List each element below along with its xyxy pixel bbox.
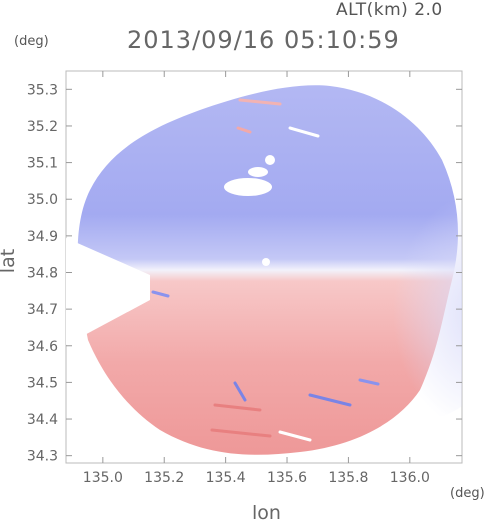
y-tick-label: 35.3 bbox=[27, 82, 58, 98]
echo-gap bbox=[248, 167, 268, 177]
radar-western-gap bbox=[66, 238, 150, 345]
x-axis-ticks: 135.0 135.2 135.4 135.6 135.8 136.0 bbox=[83, 71, 430, 486]
y-tick-label: 35.2 bbox=[27, 119, 58, 135]
y-tick-label: 35.1 bbox=[27, 156, 58, 172]
y-unit-label: (deg) bbox=[14, 34, 49, 49]
y-tick-label: 34.8 bbox=[27, 265, 58, 281]
y-axis-ticks: 34.3 34.4 34.5 34.6 34.7 34.8 34.9 35.0 35.1 35.2… bbox=[27, 82, 462, 465]
x-tick-label: 136.0 bbox=[390, 470, 430, 486]
x-tick-label: 135.4 bbox=[206, 470, 246, 486]
y-tick-label: 34.5 bbox=[27, 375, 58, 391]
altitude-label: ALT(km) 2.0 bbox=[336, 0, 443, 20]
x-tick-label: 135.0 bbox=[83, 470, 123, 486]
radar-site-marker bbox=[262, 258, 270, 266]
y-tick-label: 34.7 bbox=[27, 302, 58, 318]
radar-east-fade bbox=[330, 180, 462, 420]
x-unit-label: (deg) bbox=[450, 486, 485, 501]
velocity-noise-streaks bbox=[151, 98, 380, 442]
y-tick-label: 34.6 bbox=[27, 339, 58, 355]
echo-gap bbox=[224, 178, 272, 196]
y-tick-label: 34.3 bbox=[27, 449, 58, 465]
y-tick-label: 35.0 bbox=[27, 192, 58, 208]
echo-gap bbox=[265, 155, 275, 165]
x-tick-label: 135.2 bbox=[144, 470, 184, 486]
x-tick-label: 135.8 bbox=[328, 470, 368, 486]
timestamp-title: 2013/09/16 05:10:59 bbox=[127, 26, 400, 54]
x-axis-label: lon bbox=[252, 502, 281, 524]
y-tick-label: 34.9 bbox=[27, 229, 58, 245]
y-tick-label: 34.4 bbox=[27, 412, 58, 428]
x-tick-label: 135.6 bbox=[267, 470, 307, 486]
